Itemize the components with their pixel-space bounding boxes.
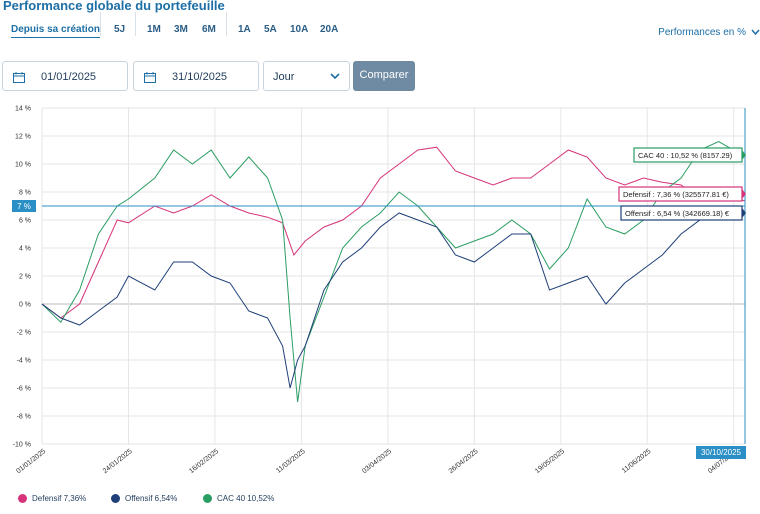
- tooltip-text: CAC 40 : 10,52 % (8157.29): [638, 151, 733, 160]
- series-line-offensif: [41, 211, 746, 389]
- tooltip-pointer: [742, 208, 746, 218]
- y-tick-label: -10 %: [13, 442, 31, 449]
- legend-dot: [203, 494, 212, 503]
- legend-label: CAC 40 10,52%: [217, 494, 275, 503]
- divider: [135, 12, 136, 36]
- tooltip-text: Defensif : 7,36 % (325577.81 €): [623, 190, 729, 199]
- calendar-icon: [13, 70, 25, 83]
- divider: [226, 12, 227, 36]
- tab-5j[interactable]: 5J: [114, 24, 126, 35]
- series-line-cac-40: [41, 141, 746, 403]
- y-tick-label: 10 %: [15, 162, 31, 169]
- x-tick-label: 11/03/2025: [275, 448, 307, 475]
- tab-since-creation[interactable]: Depuis sa création: [11, 24, 100, 38]
- x-tick-label: 03/04/2025: [361, 448, 393, 475]
- tooltip-pointer: [742, 189, 746, 199]
- tab-5a[interactable]: 5A: [264, 24, 277, 35]
- performance-dropdown[interactable]: Performances en %: [658, 27, 760, 38]
- x-tick-label: 26/04/2025: [448, 448, 480, 475]
- x-tick-label: 24/01/2025: [102, 448, 134, 475]
- y-tick-label: -4 %: [17, 358, 31, 365]
- y-tick-label: -6 %: [17, 386, 31, 393]
- x-tick-label: 01/01/2025: [15, 448, 47, 475]
- y-tick-label: 4 %: [19, 246, 31, 253]
- y-tick-label: 14 %: [15, 106, 31, 113]
- y-tick-label: 8 %: [19, 190, 31, 197]
- series-line-defensif: [41, 146, 746, 319]
- tooltip-pointer: [742, 150, 746, 160]
- granularity-select[interactable]: Jour: [263, 61, 350, 91]
- compare-button[interactable]: Comparer: [353, 61, 415, 91]
- y-tick-label: 2 %: [19, 274, 31, 281]
- x-tick-label: 11/06/2025: [621, 448, 653, 475]
- performance-dropdown-label: Performances en %: [658, 27, 746, 38]
- crosshair-x-label: 30/10/2025: [701, 448, 742, 457]
- granularity-value: Jour: [273, 71, 295, 83]
- performance-chart: -10 % -8 % -6 % -4 % -2 % 0 % 2 % 4 % 6 % 8 % 10 %…: [12, 106, 746, 475]
- page-title: Performance globale du portefeuille: [3, 0, 225, 13]
- tooltip-text: Offensif : 6,54 % (342669.18) €: [625, 209, 730, 218]
- y-tick-label: -8 %: [17, 414, 31, 421]
- tab-20a[interactable]: 20A: [320, 24, 339, 35]
- x-tick-label: 16/02/2025: [188, 448, 220, 475]
- calendar-icon: [144, 70, 156, 83]
- date-to-value: 31/10/2025: [172, 71, 228, 83]
- legend-label: Offensif 6,54%: [125, 494, 178, 503]
- date-from-value: 01/01/2025: [41, 71, 97, 83]
- tab-6m[interactable]: 6M: [202, 24, 216, 35]
- date-to-field[interactable]: 31/10/2025: [133, 61, 259, 91]
- legend-dot: [111, 494, 120, 503]
- legend-dot: [18, 494, 27, 503]
- tab-3m[interactable]: 3M: [174, 24, 188, 35]
- y-tick-label: 0 %: [19, 302, 31, 309]
- y-tick-label: 6 %: [19, 218, 31, 225]
- crosshair-y-label: 7 %: [17, 202, 31, 211]
- tab-1a[interactable]: 1A: [238, 24, 251, 35]
- y-tick-label: -2 %: [17, 330, 31, 337]
- legend-item-offensif[interactable]: Offensif 6,54%: [111, 494, 177, 503]
- chevron-down-icon: [751, 27, 760, 38]
- tab-1m[interactable]: 1M: [147, 24, 161, 35]
- chevron-down-icon: [329, 69, 341, 88]
- legend-label: Defensif 7,36%: [32, 494, 87, 503]
- date-from-field[interactable]: 01/01/2025: [2, 61, 128, 91]
- divider: [100, 12, 101, 36]
- legend-item-defensif[interactable]: Defensif 7,36%: [18, 494, 86, 503]
- x-tick-label: 19/05/2025: [534, 448, 566, 475]
- crosshair-x-badge: [696, 446, 746, 459]
- period-tabs: Depuis sa création 5J 1M 3M 6M 1A 5A 10A…: [0, 24, 360, 42]
- legend-item-cac40[interactable]: CAC 40 10,52%: [203, 494, 274, 503]
- tab-10a[interactable]: 10A: [290, 24, 309, 35]
- y-tick-label: 12 %: [15, 134, 31, 141]
- crosshair-y-badge: [12, 200, 36, 212]
